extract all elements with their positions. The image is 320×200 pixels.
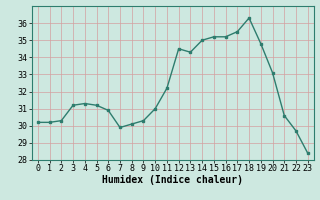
X-axis label: Humidex (Indice chaleur): Humidex (Indice chaleur) (102, 175, 243, 185)
